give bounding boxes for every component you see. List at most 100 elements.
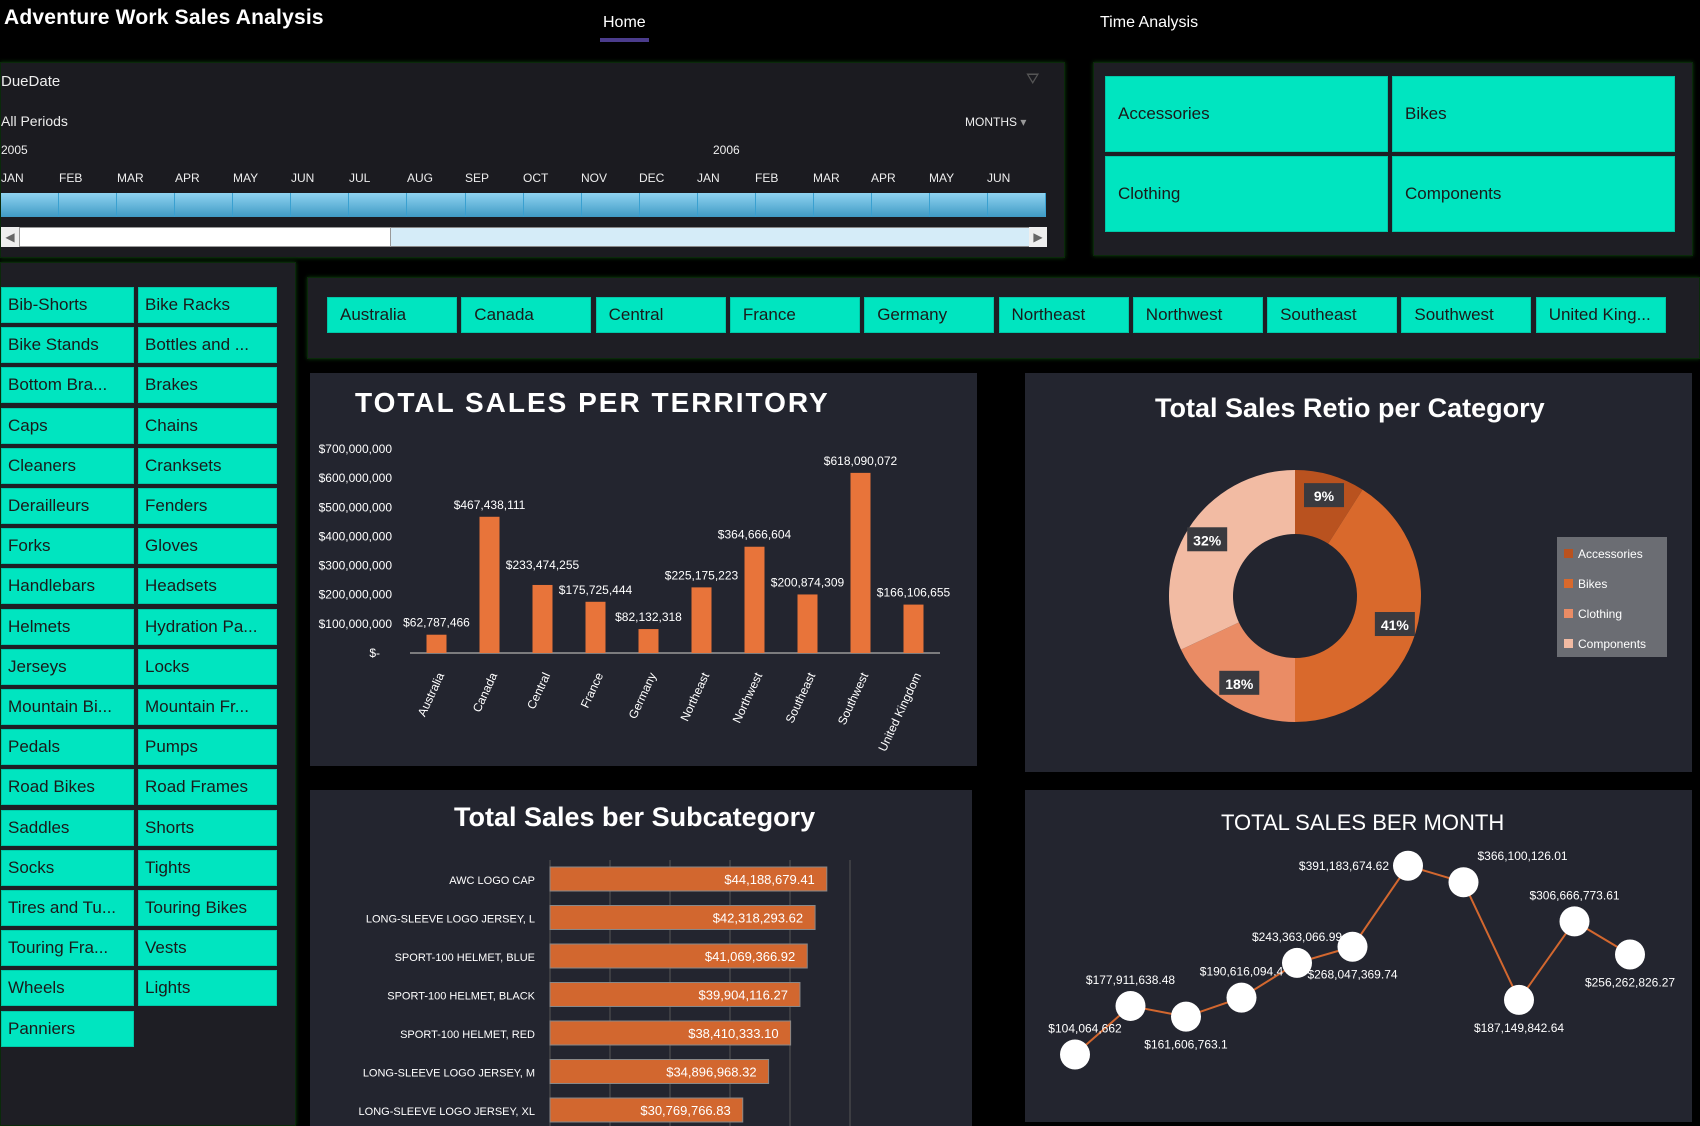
y-tick-label: $100,000,000 (319, 617, 393, 631)
subcategory-button[interactable]: Helmets (1, 608, 134, 645)
subcategory-button[interactable]: Mountain Bi... (1, 689, 134, 725)
territory-button[interactable]: Germany (864, 297, 995, 333)
subcategory-button[interactable]: Vests (138, 930, 277, 967)
subcategory-button[interactable]: Forks (1, 528, 134, 565)
month-segment[interactable] (59, 193, 118, 217)
month-label: JAN (1, 171, 24, 185)
month-segment[interactable] (466, 193, 524, 217)
subcategory-button[interactable]: Shorts (138, 809, 277, 846)
subcategory-button[interactable]: Mountain Fr... (138, 689, 277, 725)
month-segment[interactable] (407, 193, 466, 217)
x-tick-label: Germany (626, 670, 660, 721)
data-label-box (1219, 670, 1260, 695)
app-title: Adventure Work Sales Analysis (4, 6, 324, 29)
data-label: $187,149,842.64 (1474, 1021, 1564, 1035)
subcategory-button[interactable]: Cleaners (1, 447, 134, 484)
bar (426, 634, 447, 653)
nav-time-analysis[interactable]: Time Analysis (1100, 14, 1199, 31)
subcategory-button[interactable]: Derailleurs (1, 488, 134, 524)
month-segment[interactable] (988, 193, 1047, 217)
subcategory-button[interactable]: Road Frames (138, 769, 277, 806)
subcategory-button[interactable]: Saddles (1, 809, 134, 846)
territory-button[interactable]: Northwest (1132, 297, 1263, 333)
territory-button[interactable]: France (729, 297, 860, 333)
month-segment[interactable] (814, 193, 872, 217)
chart-title: Total Sales Retio per Category (1155, 393, 1545, 423)
territory-button[interactable]: United King... (1535, 297, 1666, 333)
month-segment[interactable] (930, 193, 989, 217)
month-segment[interactable] (872, 193, 930, 217)
month-segment[interactable] (233, 193, 292, 217)
territory-button[interactable]: Northeast (998, 297, 1129, 333)
subcategory-button[interactable]: Chains (138, 407, 277, 444)
month-chart: TOTAL SALES BER MONTH $104,064,662 $177,9… (1025, 790, 1692, 1122)
subcategory-button[interactable]: Bike Racks (138, 287, 277, 323)
subcategory-button[interactable]: Pumps (138, 729, 277, 766)
subcategory-button[interactable]: Wheels (1, 970, 134, 1007)
bar (549, 982, 801, 1007)
month-segment[interactable] (698, 193, 756, 217)
subcategory-button[interactable]: Jerseys (1, 648, 134, 685)
subcategory-button[interactable]: Fenders (138, 488, 277, 524)
bar (479, 516, 500, 653)
subcategory-button[interactable]: Bib-Shorts (1, 287, 134, 323)
data-label: $618,090,072 (824, 454, 898, 468)
scroll-left-icon[interactable]: ◀ (1, 227, 19, 247)
subcategory-button[interactable]: Handlebars (1, 568, 134, 605)
month-segment[interactable] (640, 193, 698, 217)
subcategory-button[interactable]: Headsets (138, 568, 277, 605)
category-components[interactable]: Components (1392, 156, 1675, 232)
granularity-dropdown[interactable]: MONTHS ▾ (965, 115, 1026, 129)
subcategory-button[interactable]: Socks (1, 849, 134, 886)
bar (549, 866, 828, 892)
subcategory-button[interactable]: Gloves (138, 528, 277, 565)
subcategory-button[interactable]: Lights (138, 970, 277, 1007)
subcategory-button[interactable]: Tights (138, 849, 277, 886)
subcategory-button[interactable]: Caps (1, 407, 134, 444)
legend (1557, 537, 1667, 657)
timeline-bar[interactable] (1, 193, 1047, 217)
month-segment[interactable] (1, 193, 60, 217)
bar (850, 472, 871, 653)
subcategory-button[interactable]: Cranksets (138, 447, 277, 484)
subcategory-button[interactable]: Brakes (138, 367, 277, 404)
month-segment[interactable] (756, 193, 814, 217)
subcategory-button[interactable]: Pedals (1, 729, 134, 766)
category-accessories[interactable]: Accessories (1105, 76, 1388, 152)
data-label: $30,769,766.83 (640, 1103, 730, 1118)
month-segment[interactable] (175, 193, 234, 217)
subcategory-button[interactable]: Bottom Bra... (1, 367, 134, 404)
territory-button[interactable]: Southwest (1401, 297, 1532, 333)
subcategory-button[interactable]: Road Bikes (1, 769, 134, 806)
month-segment[interactable] (291, 193, 350, 217)
timeline-field: DueDate (1, 73, 61, 90)
data-label: $256,262,826.27 (1585, 975, 1675, 989)
subcategory-button[interactable]: Touring Fra... (1, 930, 134, 967)
territory-button[interactable]: Canada (461, 297, 592, 333)
subcategory-button[interactable]: Tires and Tu... (1, 890, 134, 926)
subcategory-button[interactable]: Bottles and ... (138, 327, 277, 364)
month-label: OCT (523, 171, 549, 185)
subcategory-button[interactable]: Hydration Pa... (138, 608, 277, 645)
subcategory-button[interactable]: Panniers (1, 1010, 134, 1047)
territory-button[interactable]: Central (595, 297, 726, 333)
category-bikes[interactable]: Bikes (1392, 76, 1675, 152)
data-label: $306,666,773.61 (1529, 888, 1619, 902)
month-segment[interactable] (117, 193, 176, 217)
nav-home[interactable]: Home (600, 14, 649, 42)
data-point (1282, 947, 1312, 978)
month-segment[interactable] (349, 193, 408, 217)
subcategory-button[interactable]: Touring Bikes (138, 890, 277, 926)
clear-filter-icon[interactable]: ⛛ (1026, 71, 1040, 88)
month-segment[interactable] (524, 193, 582, 217)
subcategory-button[interactable]: Bike Stands (1, 327, 134, 364)
scrollbar-thumb[interactable] (19, 227, 391, 247)
month-segment[interactable] (582, 193, 640, 217)
category-clothing[interactable]: Clothing (1105, 156, 1388, 232)
timeline-slicer: DueDate ⛛ All Periods MONTHS ▾ 2005 2006… (0, 62, 1065, 258)
subcategory-button[interactable]: Locks (138, 648, 277, 685)
scroll-right-icon[interactable]: ▶ (1029, 227, 1047, 247)
chevron-down-icon: ▾ (1020, 115, 1027, 129)
territory-button[interactable]: Australia (327, 297, 457, 333)
territory-button[interactable]: Southeast (1267, 297, 1398, 333)
